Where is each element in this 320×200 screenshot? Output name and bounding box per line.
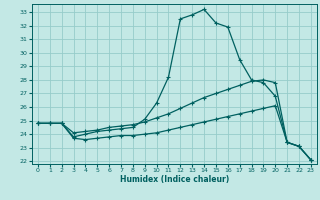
X-axis label: Humidex (Indice chaleur): Humidex (Indice chaleur)	[120, 175, 229, 184]
